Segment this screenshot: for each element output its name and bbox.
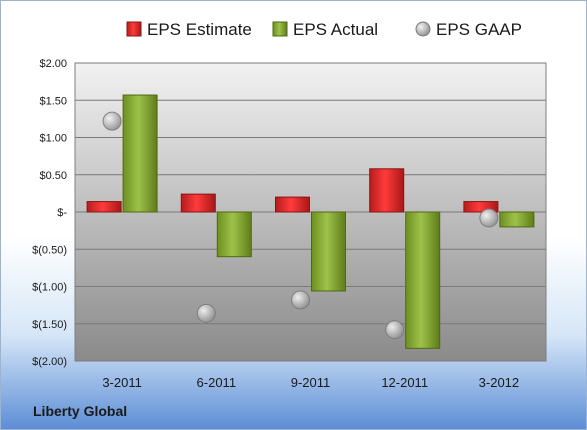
eps-gaap-point	[385, 320, 405, 340]
x-tick-label: 9-2011	[291, 375, 331, 390]
y-tick-label: $1.50	[39, 95, 67, 107]
eps-actual-bar	[499, 211, 535, 228]
eps-estimate-bar	[180, 193, 216, 213]
company-name: Liberty Global	[33, 403, 128, 419]
y-tick-label: $2.00	[39, 58, 67, 70]
y-tick-label: $(0.50)	[32, 244, 67, 256]
eps-estimate-legend-swatch	[126, 21, 142, 37]
eps-gaap-point	[102, 111, 122, 131]
eps-actual-bar	[122, 94, 158, 213]
x-tick-label: 3-2011	[102, 375, 142, 390]
eps-actual-legend-label: EPS Actual	[293, 20, 378, 39]
eps-actual-bar	[405, 211, 441, 349]
plot-area: $2.00 $1.50 $1.00 $0.50 $- $(0.50) $(1.00) $(1.…	[32, 58, 547, 390]
eps-estimate-bar	[463, 201, 499, 213]
eps-gaap-legend-label: EPS GAAP	[436, 20, 522, 39]
eps-estimate-legend-label: EPS Estimate	[147, 20, 252, 39]
x-tick-label: 12-2011	[381, 375, 428, 390]
eps-estimate-bar	[86, 201, 122, 213]
eps-gaap-legend-swatch	[415, 21, 431, 37]
x-tick-label: 6-2011	[197, 375, 237, 390]
eps-actual-bar	[216, 211, 252, 258]
y-tick-label: $(1.00)	[32, 282, 67, 294]
y-tick-label: $(2.00)	[32, 356, 67, 368]
y-tick-label: $(1.50)	[32, 319, 67, 331]
y-tick-label: $-	[57, 207, 67, 219]
y-tick-label: $0.50	[39, 170, 67, 182]
y-tick-label: $1.00	[39, 133, 67, 145]
eps-actual-bar	[311, 211, 346, 292]
eps-actual-legend-swatch	[272, 21, 288, 37]
x-tick-label: 3-2012	[479, 375, 519, 390]
eps-estimate-bar	[275, 196, 310, 213]
eps-gaap-point	[196, 303, 216, 323]
eps-gaap-point	[479, 208, 499, 228]
legend: EPS Estimate EPS Actual EPS GAAP	[126, 20, 522, 39]
eps-estimate-bar	[369, 168, 405, 213]
eps-gaap-point	[291, 290, 310, 310]
